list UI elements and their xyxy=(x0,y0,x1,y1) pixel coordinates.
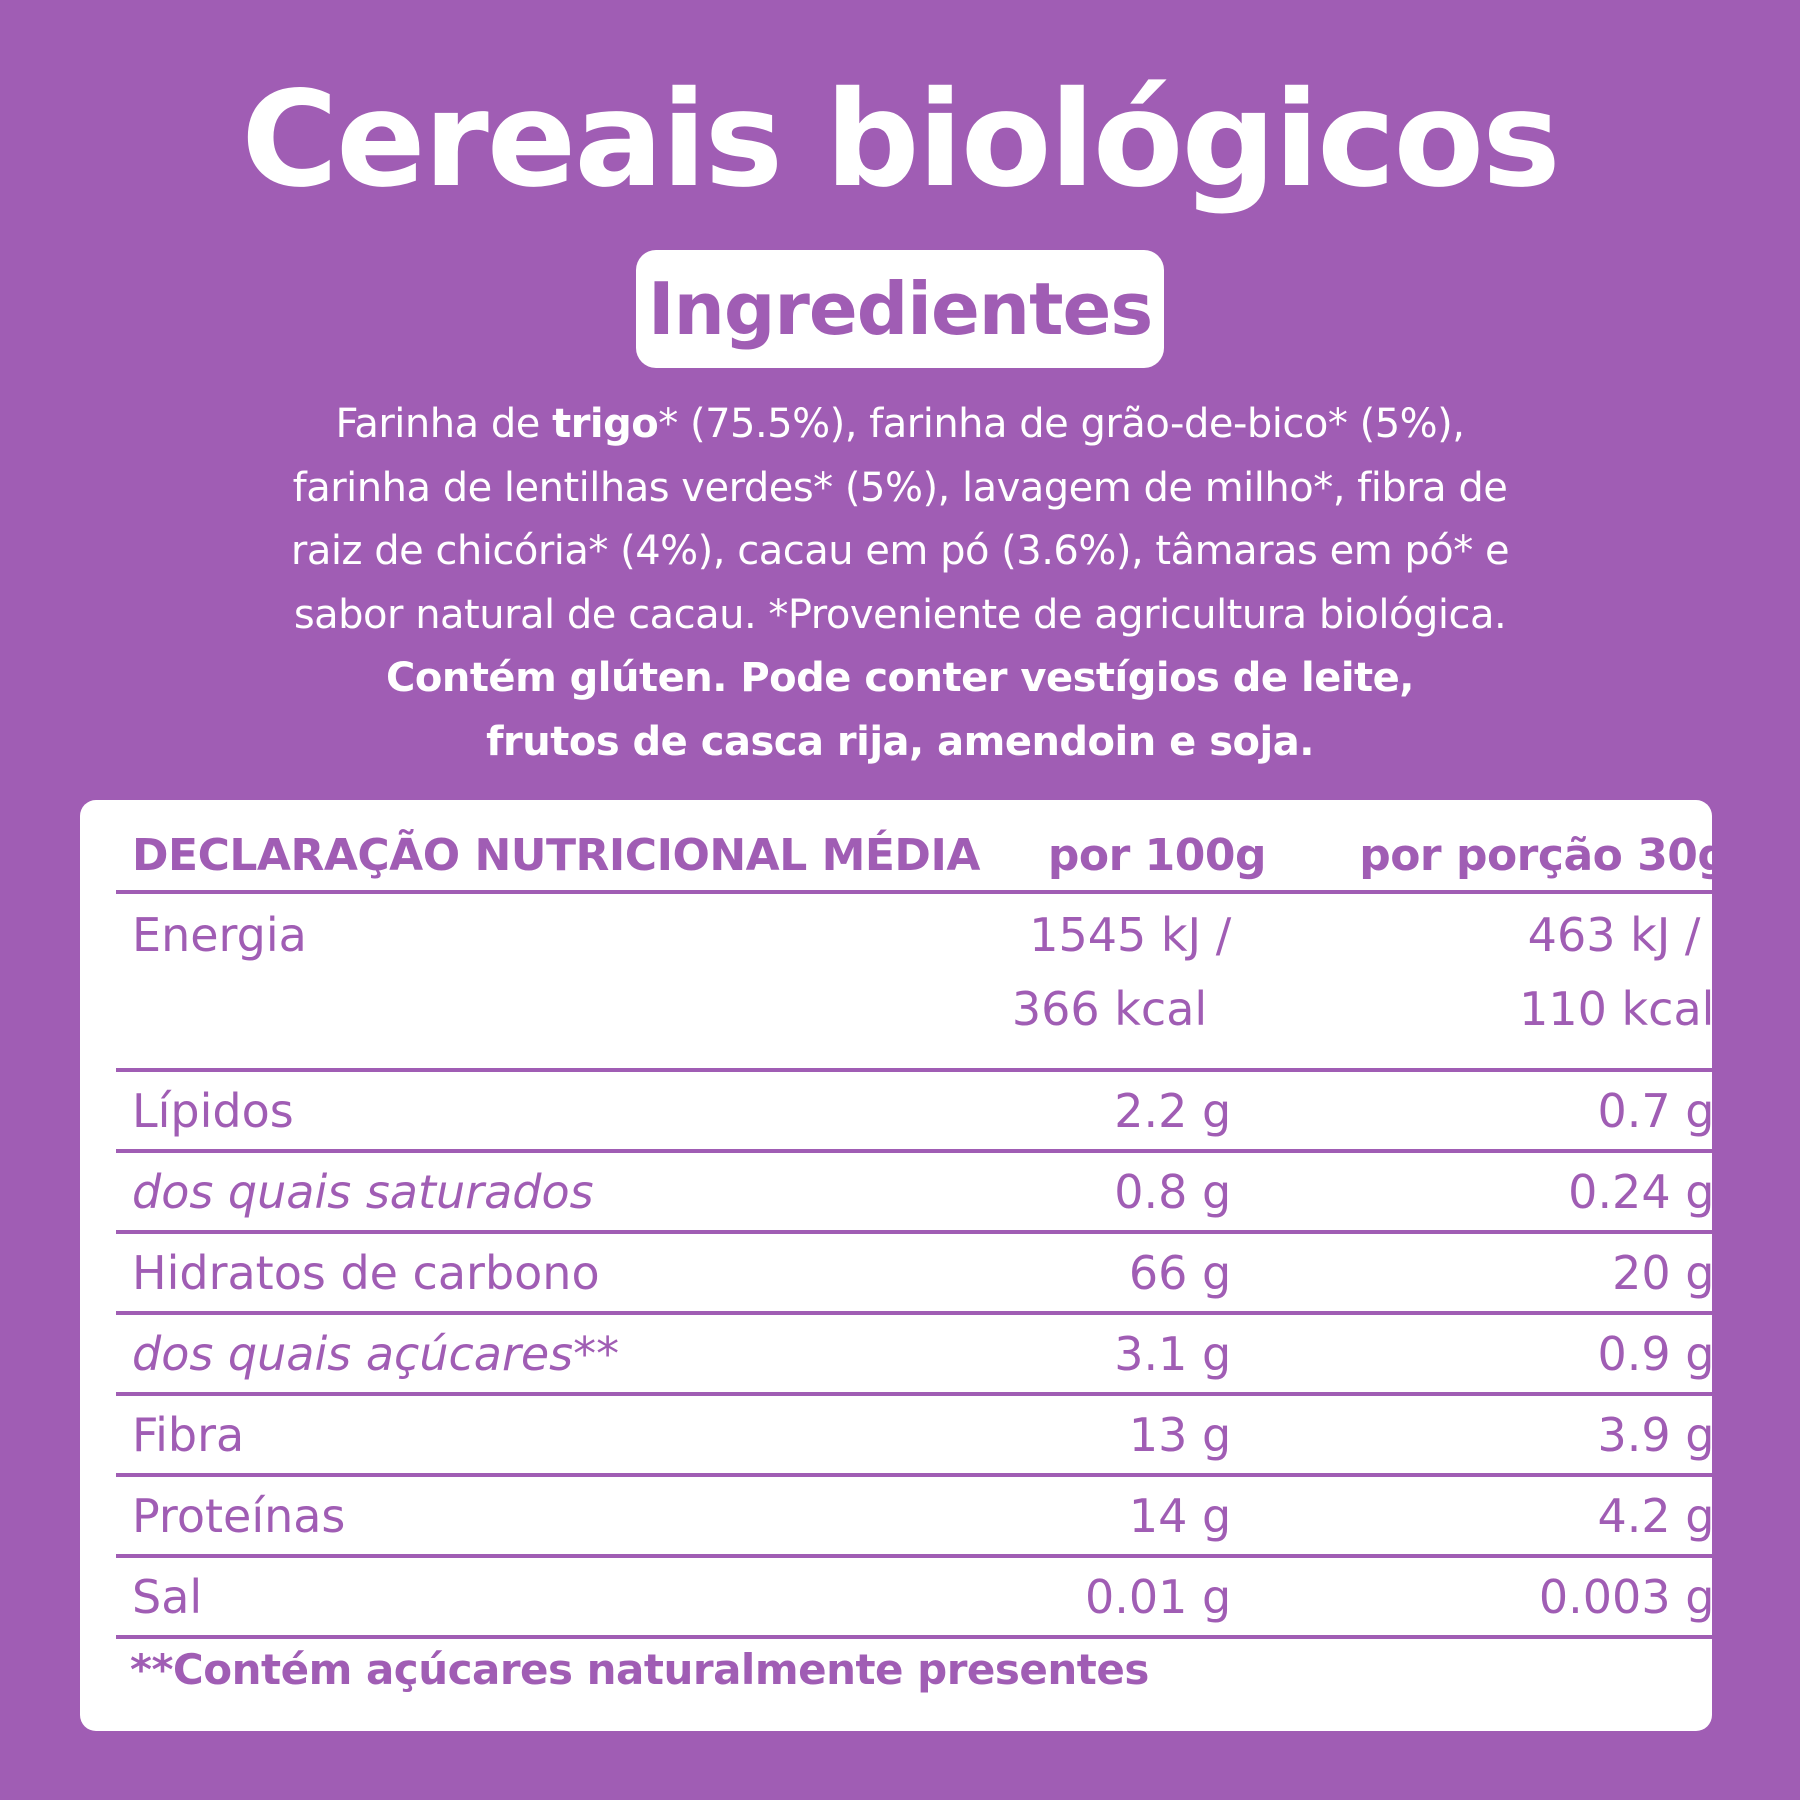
energy-per-portion-kcal: 110 kcal xyxy=(1519,982,1715,1036)
table-row: dos quais açúcares** 3.1 g 0.9 g xyxy=(116,1313,1731,1396)
row-label: Sal xyxy=(116,1556,996,1639)
ingredients-line-2: farinha de lentilhas verdes* (5%), lavag… xyxy=(292,464,1508,511)
row-per-100g: 0.8 g xyxy=(995,1151,1344,1234)
row-per-100g: 14 g xyxy=(995,1475,1344,1558)
page-title: Cereais biológicos xyxy=(241,63,1560,217)
allergens-line-2: frutos de casca rija, amendoin e soja. xyxy=(486,718,1314,765)
row-per-portion: 0.003 g xyxy=(1343,1556,1731,1639)
nutrition-panel: DECLARAÇÃO NUTRICIONAL MÉDIA por 100g po… xyxy=(80,800,1731,1731)
energy-per-100g-kcal: 366 kcal xyxy=(1011,982,1208,1036)
row-per-portion: 0.9 g xyxy=(1343,1313,1731,1396)
energy-per-100g-kj: 1545 kJ / xyxy=(1029,908,1232,962)
row-per-100g: 13 g xyxy=(995,1394,1344,1477)
energy-per-portion: 463 kJ / 110 kcal xyxy=(1343,892,1731,1072)
ingredients-heading: Ingredientes xyxy=(647,267,1153,351)
nutrition-table: DECLARAÇÃO NUTRICIONAL MÉDIA por 100g po… xyxy=(116,820,1731,1639)
row-per-portion: 0.7 g xyxy=(1343,1070,1731,1153)
energy-per-100g: 1545 kJ / 366 kcal xyxy=(995,892,1344,1072)
ingredients-wheat-bold: trigo xyxy=(552,401,659,447)
row-per-portion: 3.9 g xyxy=(1343,1394,1731,1477)
allergens-line-1: Contém glúten. Pode conter vestígios de … xyxy=(386,655,1414,701)
header-per-portion: por porção 30g xyxy=(1343,820,1731,894)
row-per-100g: 0.01 g xyxy=(995,1556,1344,1639)
table-row: Fibra 13 g 3.9 g xyxy=(116,1394,1731,1477)
table-row: Hidratos de carbono 66 g 20 g xyxy=(116,1232,1731,1315)
sugars-footnote: **Contém açúcares naturalmente presentes xyxy=(130,1645,1149,1694)
row-per-100g: 66 g xyxy=(995,1232,1344,1315)
row-label: dos quais açúcares** xyxy=(116,1313,996,1396)
table-row-energy: Energia 1545 kJ / 366 kcal 463 kJ / 110 … xyxy=(116,892,1731,1072)
row-per-portion: 4.2 g xyxy=(1343,1475,1731,1558)
energy-label: Energia xyxy=(116,892,996,1072)
row-label: Lípidos xyxy=(116,1070,996,1153)
row-label: Proteínas xyxy=(116,1475,996,1558)
nutrition-header-row: DECLARAÇÃO NUTRICIONAL MÉDIA por 100g po… xyxy=(116,820,1731,894)
table-row: Sal 0.01 g 0.003 g xyxy=(116,1556,1731,1639)
row-per-portion: 20 g xyxy=(1343,1232,1731,1315)
ingredients-line-4: sabor natural de cacau. *Proveniente de … xyxy=(293,591,1507,638)
table-row: Proteínas 14 g 4.2 g xyxy=(116,1475,1731,1558)
row-per-portion: 0.24 g xyxy=(1343,1151,1731,1234)
ingredients-line-1-start: Farinha de xyxy=(335,401,553,447)
row-per-100g: 3.1 g xyxy=(995,1313,1344,1396)
energy-per-portion-kj: 463 kJ / xyxy=(1527,908,1701,962)
row-label: Hidratos de carbono xyxy=(116,1232,996,1315)
header-declaration: DECLARAÇÃO NUTRICIONAL MÉDIA xyxy=(116,820,996,894)
ingredients-heading-badge: Ingredientes xyxy=(636,250,1164,368)
table-row: Lípidos 2.2 g 0.7 g xyxy=(116,1070,1731,1153)
ingredients-line-3: raiz de chicória* (4%), cacau em pó (3.6… xyxy=(290,528,1510,574)
row-label: dos quais saturados xyxy=(116,1151,996,1234)
table-row: dos quais saturados 0.8 g 0.24 g xyxy=(116,1151,1731,1234)
row-label: Fibra xyxy=(116,1394,996,1477)
row-per-100g: 2.2 g xyxy=(995,1070,1344,1153)
ingredients-line-1: Farinha de trigo* (75.5%), farinha de gr… xyxy=(150,393,1650,457)
ingredients-text: Farinha de trigo* (75.5%), farinha de gr… xyxy=(150,393,1650,774)
header-per-100g: por 100g xyxy=(995,820,1344,894)
ingredients-line-1-end: * (75.5%), farinha de grão-de-bico* (5%)… xyxy=(658,401,1465,447)
